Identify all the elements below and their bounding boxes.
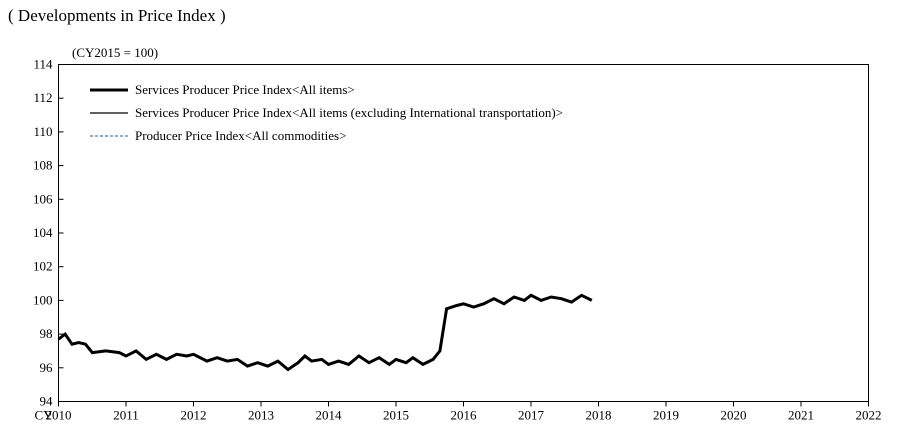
y-axis: 94 96 98 100 102 104 106 108 110 112 114 (33, 57, 64, 409)
legend: Services Producer Price Index<All items>… (90, 82, 563, 143)
x-tick-label: 2013 (248, 408, 274, 423)
legend-label-0: Services Producer Price Index<All items> (135, 82, 355, 97)
x-tick-label: 2016 (451, 408, 478, 423)
y-tick-label: 106 (33, 191, 53, 206)
y-tick-label: 112 (33, 90, 52, 105)
x-tick-label: 2021 (788, 408, 814, 423)
x-tick-label: 2011 (113, 408, 139, 423)
y-tick-label: 104 (33, 225, 53, 240)
x-tick-label: 2022 (856, 408, 882, 423)
chart-title: ( Developments in Price Index ) (8, 6, 226, 25)
x-tick-label: 2019 (653, 408, 679, 423)
unit-label: (CY2015 = 100) (72, 45, 158, 60)
y-tick-label: 100 (33, 292, 53, 307)
x-tick-label: 2017 (518, 408, 545, 423)
y-tick-label: 94 (40, 394, 54, 409)
y-tick-label: 110 (33, 124, 52, 139)
x-tick-label: 2020 (721, 408, 747, 423)
series-layer (57, 293, 593, 372)
x-tick-label: 2012 (181, 408, 207, 423)
legend-label-1: Services Producer Price Index<All items … (135, 105, 563, 120)
y-tick-label: 108 (33, 158, 53, 173)
x-tick-label: 2015 (383, 408, 409, 423)
y-tick-label: 114 (33, 57, 53, 72)
x-tick-label: 2018 (586, 408, 612, 423)
legend-label-2: Producer Price Index<All commodities> (135, 128, 346, 143)
x-tick-label: 2014 (316, 408, 343, 423)
y-tick-label: 102 (33, 259, 53, 274)
y-tick-label: 96 (40, 360, 54, 375)
series-line-0 (57, 293, 593, 372)
x-tick-label: 2010 (46, 408, 72, 423)
x-axis-prefix: CY (34, 408, 53, 423)
x-axis: 2010 2011 2012 2013 2014 2015 2016 2017 2018 2019… (34, 401, 882, 423)
y-tick-label: 98 (40, 326, 53, 341)
